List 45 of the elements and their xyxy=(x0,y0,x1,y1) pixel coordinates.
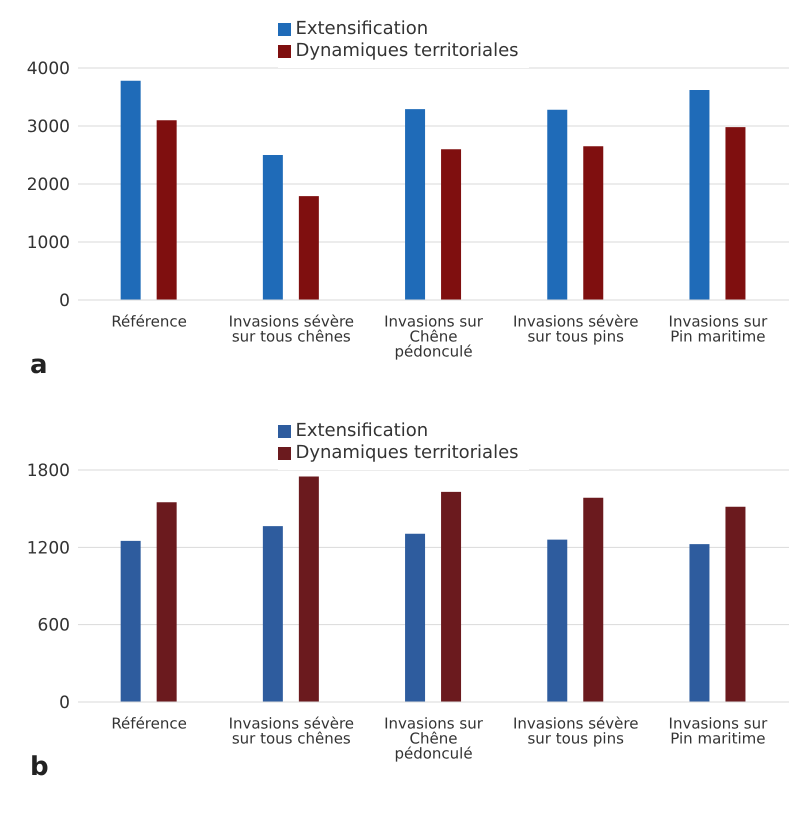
y-tick-label: 600 xyxy=(38,616,70,636)
bar xyxy=(405,534,426,702)
x-tick-label: Invasions sur Chêne pédonculé xyxy=(384,312,484,361)
bar xyxy=(156,120,177,300)
x-tick-label: Invasions sévère sur tous pins xyxy=(512,312,638,346)
bar xyxy=(547,110,568,300)
bar xyxy=(583,146,604,300)
bar xyxy=(689,90,710,300)
y-tick-label: 1800 xyxy=(26,461,70,482)
y-tick-label: 1200 xyxy=(26,538,70,558)
bar xyxy=(689,544,710,702)
bar xyxy=(298,196,319,300)
bar xyxy=(120,540,141,702)
bar xyxy=(298,476,319,702)
y-tick-label: 3000 xyxy=(26,117,70,138)
x-tick-label: Référence xyxy=(111,714,187,733)
x-tick-label: Invasions sévère sur tous chênes xyxy=(228,312,354,346)
bar xyxy=(725,506,746,702)
bar xyxy=(441,492,462,702)
x-tick-label: Invasions sur Chêne pédonculé xyxy=(384,714,484,763)
bar xyxy=(547,540,568,702)
text: a xyxy=(30,350,48,380)
y-tick-label: 0 xyxy=(59,693,70,714)
x-tick-label: Invasions sur Pin maritime xyxy=(668,312,768,346)
bar xyxy=(441,149,462,300)
x-tick-label: Invasions sévère sur tous chênes xyxy=(228,714,354,748)
x-tick-label: Référence xyxy=(111,312,187,331)
legend-label: Extensification xyxy=(295,420,428,441)
text: b xyxy=(30,752,49,782)
bar xyxy=(725,127,746,300)
legend-label: Extensification xyxy=(295,18,428,39)
y-tick-label: 1000 xyxy=(26,233,70,254)
x-tick-label: Invasions sur Pin maritime xyxy=(668,714,768,748)
bar xyxy=(156,502,177,702)
bar xyxy=(120,80,141,300)
y-tick-label: 0 xyxy=(59,291,70,312)
legend-label: Dynamiques territoriales xyxy=(295,442,519,463)
bar xyxy=(262,526,283,702)
bar xyxy=(583,498,604,702)
x-tick-label: Invasions sévère sur tous pins xyxy=(512,714,638,748)
bar xyxy=(405,109,426,300)
legend-label: Dynamiques territoriales xyxy=(295,40,519,61)
y-tick-label: 4000 xyxy=(26,59,70,80)
y-tick-label: 2000 xyxy=(26,175,70,196)
bar xyxy=(262,155,283,300)
